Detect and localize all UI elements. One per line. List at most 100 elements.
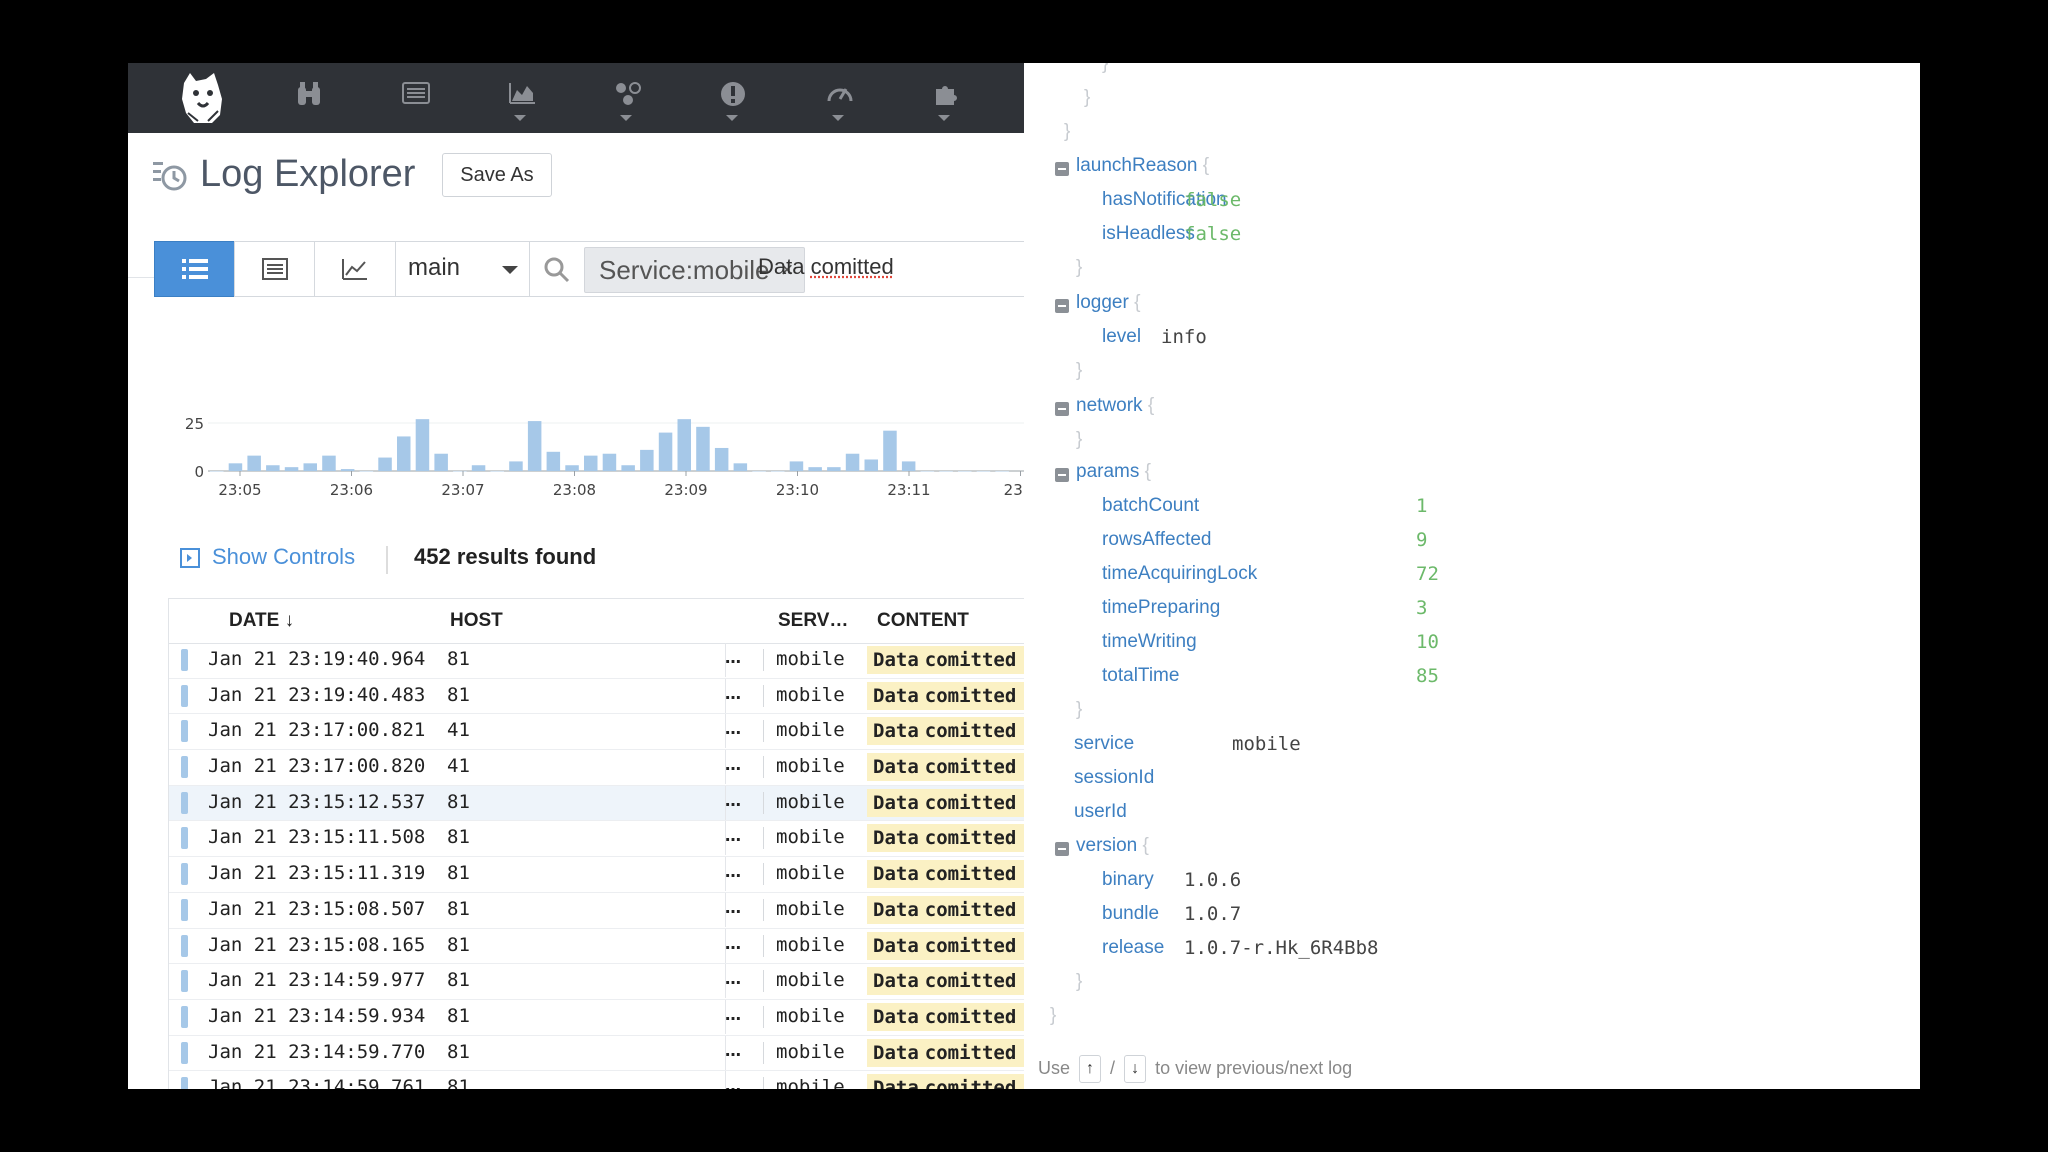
json-key[interactable]: timeAcquiringLock xyxy=(1102,563,1258,584)
histogram-bar[interactable] xyxy=(397,436,411,471)
json-value[interactable]: 1 xyxy=(1416,495,1428,517)
collapse-toggle-icon[interactable] xyxy=(1055,468,1069,482)
json-key[interactable]: totalTime xyxy=(1102,665,1180,686)
histogram-bar[interactable] xyxy=(640,449,654,471)
list-view-button[interactable] xyxy=(154,241,236,297)
metrics-chart-icon[interactable] xyxy=(490,75,550,131)
collapse-toggle-icon[interactable] xyxy=(1055,162,1069,176)
monitors-icon[interactable] xyxy=(702,75,762,131)
histogram-bar[interactable] xyxy=(340,469,355,471)
histogram-bar[interactable] xyxy=(415,419,430,471)
histogram-bar[interactable] xyxy=(733,463,748,471)
histogram-bar[interactable] xyxy=(228,463,243,471)
histogram-bar[interactable] xyxy=(621,465,635,471)
histogram-bar[interactable] xyxy=(845,453,860,471)
histogram-bar[interactable] xyxy=(303,463,318,471)
column-header-service[interactable]: SERV… xyxy=(778,610,849,631)
table-row[interactable]: Jan 21 23:14:59.977 81 … mobile Data comitted xyxy=(169,964,1024,1000)
histogram-bar[interactable] xyxy=(808,467,822,471)
apm-gauge-icon[interactable] xyxy=(808,75,868,131)
histogram-bar[interactable] xyxy=(658,432,673,471)
histogram-bar[interactable] xyxy=(471,465,486,471)
histogram-bar[interactable] xyxy=(901,461,916,471)
json-key[interactable]: level xyxy=(1102,326,1142,347)
dashboard-list-icon[interactable] xyxy=(384,75,444,131)
histogram-bar[interactable] xyxy=(602,453,617,471)
table-row[interactable]: Jan 21 23:15:11.319 81 … mobile Data comitted xyxy=(169,857,1024,893)
histogram-bar[interactable] xyxy=(359,471,374,472)
json-value[interactable]: false xyxy=(1184,223,1242,245)
collapse-toggle-icon[interactable] xyxy=(1055,402,1069,416)
json-value[interactable]: 3 xyxy=(1416,597,1428,619)
json-key[interactable]: release xyxy=(1102,937,1165,958)
json-key[interactable]: isHeadless xyxy=(1102,223,1195,244)
collapse-toggle-icon[interactable] xyxy=(1055,842,1069,856)
show-controls-link[interactable]: Show Controls xyxy=(212,544,356,569)
json-key[interactable]: batchCount xyxy=(1102,495,1200,516)
analytics-view-button[interactable] xyxy=(314,241,396,297)
table-row[interactable]: Jan 21 23:14:59.934 81 … mobile Data comitted xyxy=(169,999,1024,1036)
histogram-bar[interactable] xyxy=(378,457,392,471)
histogram-bar[interactable] xyxy=(939,471,953,472)
table-row[interactable]: Jan 21 23:17:00.820 41 … mobile Data comitted xyxy=(169,750,1024,786)
json-key[interactable]: timePreparing xyxy=(1102,597,1221,618)
histogram-bar[interactable] xyxy=(266,465,280,471)
histogram-bar[interactable] xyxy=(696,426,710,471)
histogram-bar[interactable] xyxy=(546,451,561,471)
table-row[interactable]: Jan 21 23:14:59.761 81 … mobile Data comitted xyxy=(169,1071,1024,1089)
table-row[interactable]: Jan 21 23:19:40.483 81 … mobile Data comitted xyxy=(169,678,1024,715)
close-icon[interactable]: × xyxy=(780,257,794,282)
histogram-bar[interactable] xyxy=(789,461,804,471)
table-row[interactable]: Jan 21 23:14:59.770 81 … mobile Data comitted xyxy=(169,1035,1024,1072)
histogram-bar[interactable] xyxy=(752,471,766,472)
histogram-bar[interactable] xyxy=(771,471,785,472)
table-row[interactable]: Jan 21 23:15:08.165 81 … mobile Data comitted xyxy=(169,928,1024,965)
datadog-logo[interactable] xyxy=(174,69,230,127)
json-key[interactable]: params xyxy=(1076,461,1140,482)
index-select[interactable]: main xyxy=(395,241,531,297)
table-row[interactable]: Jan 21 23:15:08.507 81 … mobile Data comitted xyxy=(169,892,1024,929)
histogram-bar[interactable] xyxy=(434,453,448,471)
query-text[interactable]: Data comitted xyxy=(758,254,894,280)
json-key[interactable]: rowsAffected xyxy=(1102,529,1212,550)
facet-pill[interactable]: Service:mobile × xyxy=(584,247,805,293)
json-value[interactable]: info xyxy=(1161,326,1207,348)
histogram-bar[interactable] xyxy=(714,447,729,471)
histogram-bar[interactable] xyxy=(958,471,972,472)
column-header-date[interactable]: DATE ↓ xyxy=(229,610,295,631)
histogram-bar[interactable] xyxy=(210,471,224,472)
json-key[interactable]: userId xyxy=(1074,801,1127,822)
json-key[interactable]: binary xyxy=(1102,869,1154,890)
search-input[interactable]: Service:mobile × Data comitted xyxy=(529,241,1024,297)
json-key[interactable]: bundle xyxy=(1102,903,1160,924)
json-key[interactable]: version xyxy=(1076,835,1138,856)
json-value[interactable]: mobile xyxy=(1232,733,1301,755)
collapse-toggle-icon[interactable] xyxy=(1055,299,1069,313)
histogram-bar[interactable] xyxy=(284,467,299,471)
json-key[interactable]: network xyxy=(1076,395,1143,416)
json-value[interactable]: 1.0.6 xyxy=(1184,869,1242,891)
json-value[interactable]: 1.0.7 xyxy=(1184,903,1242,925)
histogram-bar[interactable] xyxy=(453,471,467,472)
histogram-bar[interactable] xyxy=(584,455,598,471)
json-key[interactable]: sessionId xyxy=(1074,767,1155,788)
binoculars-icon[interactable] xyxy=(278,75,338,131)
integrations-icon[interactable] xyxy=(596,75,656,131)
save-as-button[interactable]: Save As xyxy=(442,153,552,197)
table-row[interactable]: Jan 21 23:19:40.964 81 … mobile Data comitted xyxy=(169,643,1024,679)
histogram-bar[interactable] xyxy=(490,471,505,472)
log-histogram[interactable]: 25 0 23:05 23:06 23:07 23:08 23:09 23:10 23:11 23… xyxy=(128,393,1024,503)
table-row[interactable]: Jan 21 23:15:11.508 81 … mobile Data comitted xyxy=(169,821,1024,858)
histogram-bar[interactable] xyxy=(920,471,935,472)
histogram-bar[interactable] xyxy=(995,471,1009,472)
histogram-bar[interactable] xyxy=(976,471,991,472)
histogram-bar[interactable] xyxy=(247,455,261,471)
histogram-bar[interactable] xyxy=(527,421,542,471)
json-key[interactable]: service xyxy=(1074,733,1135,754)
histogram-bar[interactable] xyxy=(864,459,879,471)
json-value[interactable]: 9 xyxy=(1416,529,1428,551)
histogram-bar[interactable] xyxy=(677,419,692,471)
expand-panel-icon[interactable] xyxy=(180,548,200,568)
extensions-icon[interactable] xyxy=(914,75,974,131)
patterns-view-button[interactable] xyxy=(234,241,316,297)
